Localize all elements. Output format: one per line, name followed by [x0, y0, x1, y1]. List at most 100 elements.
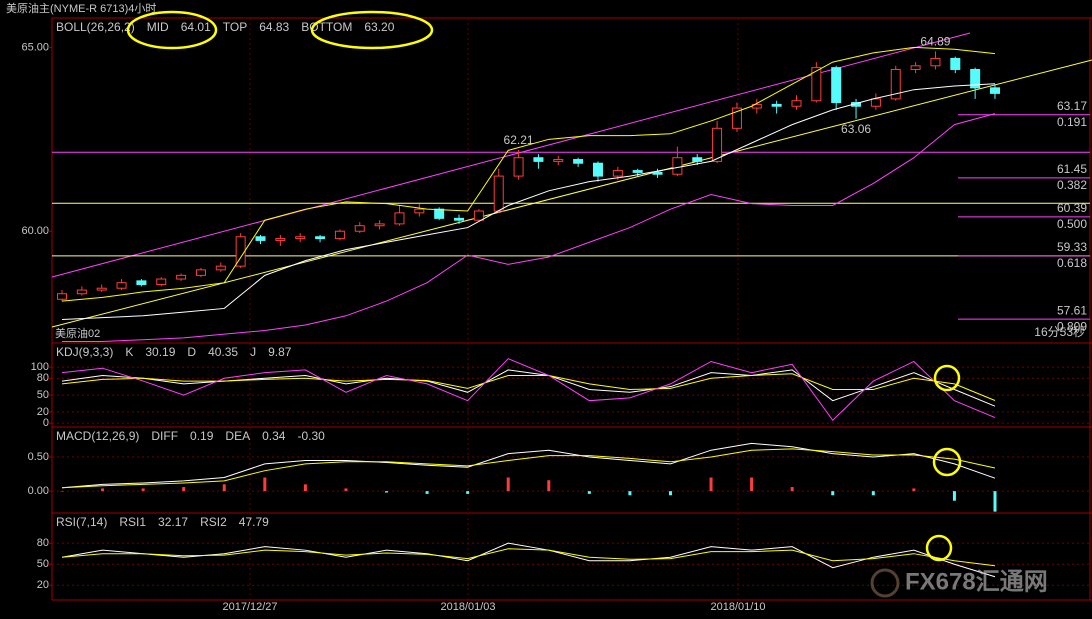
y-tick-label: 80	[37, 372, 49, 384]
candle-body	[235, 236, 246, 267]
histogram-bar	[263, 477, 267, 492]
candle-body	[394, 212, 405, 225]
legend-value: 40.35	[208, 345, 238, 359]
fib-ratio: 0.500	[1057, 217, 1087, 231]
candle-body	[454, 217, 465, 221]
indicator-line	[61, 358, 996, 422]
legend-value: 30.19	[145, 345, 175, 359]
candle-body	[215, 265, 226, 271]
legend-name: K	[125, 345, 133, 359]
panel-title: BOLL(26,26,2)	[56, 20, 135, 34]
price-annotation: 62.21	[504, 133, 534, 147]
candle-body	[950, 57, 961, 70]
fib-ratio: 0.618	[1057, 256, 1087, 270]
histogram-bar	[466, 491, 470, 494]
channel-lower	[51, 59, 1092, 328]
highlight	[925, 534, 953, 562]
highlight-circles	[126, 10, 962, 562]
legend-value: 0.19	[190, 429, 214, 443]
highlight	[126, 10, 218, 50]
histogram-bar	[547, 480, 551, 492]
legend-value: 9.87	[268, 345, 292, 359]
legend-name: J	[250, 345, 256, 359]
legend-name: RSI1	[119, 515, 146, 529]
legend-name: DIFF	[151, 429, 178, 443]
candle-body	[136, 280, 147, 286]
candle-body	[513, 157, 524, 177]
price-annotation: 64.89	[920, 35, 950, 49]
y-tick-label: 80	[37, 537, 49, 549]
fib-price: 63.17	[1057, 99, 1087, 113]
fib-price: 60.39	[1057, 201, 1087, 215]
price-annotation: 63.06	[841, 122, 871, 136]
legend-value: 64.83	[259, 20, 289, 34]
fib-price: 59.33	[1057, 240, 1087, 254]
panel-title: RSI(7,14)	[56, 515, 107, 529]
y-tick-label: 0.00	[28, 485, 49, 497]
y-tick-label: 20	[37, 406, 49, 418]
candle-body	[275, 238, 286, 241]
candle-body	[910, 65, 921, 70]
candle-body	[592, 162, 603, 177]
histogram-bar	[993, 491, 997, 512]
legend-value: 63.20	[364, 20, 394, 34]
candle-body	[334, 230, 345, 240]
y-tick-label: 100	[31, 361, 49, 373]
candle-body	[672, 157, 683, 175]
legend-name: D	[187, 345, 196, 359]
candle-body	[811, 67, 822, 102]
histogram-bar	[222, 484, 226, 492]
highlight	[933, 364, 961, 392]
candle-body	[96, 287, 107, 291]
candle-body	[195, 269, 206, 276]
x-tick-label: 2017/12/27	[222, 601, 277, 613]
candle-body	[692, 157, 703, 162]
y-tick-label: 50	[37, 558, 49, 570]
candle-body	[731, 107, 742, 129]
indicator-line	[62, 113, 996, 343]
histogram-bar	[101, 488, 105, 492]
candle-body	[870, 98, 881, 107]
candle-body	[771, 103, 782, 107]
histogram-bar	[628, 491, 632, 496]
legend-value: 64.01	[181, 20, 211, 34]
panel-frames	[51, 17, 1092, 601]
legend-value: 0.34	[262, 429, 286, 443]
timer: 16分53秒	[1034, 325, 1085, 339]
legend-value: 32.17	[158, 515, 188, 529]
candle-body	[831, 67, 842, 104]
fib-ratio: 0.382	[1057, 178, 1087, 192]
candle-body	[493, 175, 504, 212]
histogram-bar	[182, 487, 186, 492]
candle-body	[990, 87, 1000, 94]
legend-value: 47.79	[239, 515, 269, 529]
candle-body	[57, 293, 67, 300]
indicator-line	[61, 83, 996, 320]
indicator-line	[61, 448, 996, 489]
candle-body	[612, 170, 623, 177]
histogram-bar	[303, 484, 307, 492]
histogram-bar	[385, 491, 389, 493]
candle-body	[414, 208, 425, 214]
y-tick-label: 50	[37, 389, 49, 401]
watermark-logo	[870, 568, 900, 598]
histogram-bar	[587, 491, 591, 494]
y-tick-label: 0.50	[28, 451, 49, 463]
candle-body	[791, 100, 802, 107]
y-tick-label: 65.00	[21, 41, 49, 53]
histogram-bar	[668, 491, 672, 496]
candle-body	[533, 157, 544, 162]
histogram-bar	[952, 491, 956, 501]
x-tick-label: 2018/01/03	[440, 601, 495, 613]
candle-body	[176, 274, 187, 280]
legend-name: DEA	[225, 429, 250, 443]
indicator-line	[61, 548, 996, 567]
candle-body	[315, 236, 326, 240]
candle-body	[116, 282, 127, 289]
candle-body	[76, 289, 87, 295]
candle-body	[434, 208, 445, 219]
candle-body	[553, 159, 564, 162]
histogram-bar	[425, 491, 429, 494]
candle-body	[473, 210, 484, 221]
